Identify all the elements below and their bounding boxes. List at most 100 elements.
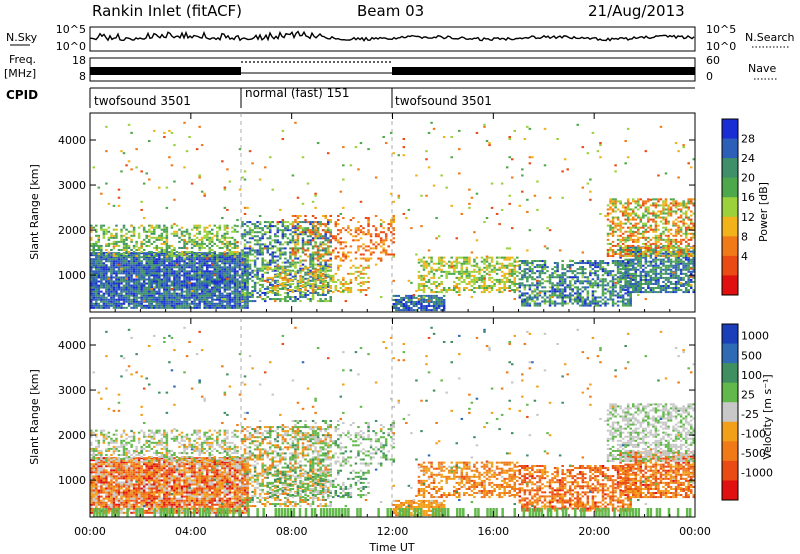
power-cell (631, 287, 635, 290)
power-cell (248, 229, 252, 232)
power-cell (137, 274, 141, 277)
power-cell (218, 246, 222, 249)
power-cell (180, 302, 184, 305)
power-cell (579, 296, 582, 299)
power-cell (687, 270, 690, 273)
power-cell (208, 224, 211, 227)
power-cell (606, 288, 610, 291)
power-cell (384, 239, 388, 242)
power-cell (208, 246, 211, 249)
power-cell (132, 258, 136, 261)
power-cell (286, 289, 290, 292)
power-cell (639, 274, 643, 277)
power-cell (422, 260, 426, 263)
power-cell (223, 270, 227, 273)
power-cell (407, 296, 411, 299)
power-cell (304, 227, 307, 230)
power-cell (629, 300, 632, 303)
power-cell (286, 283, 290, 286)
power-cell (231, 298, 234, 301)
power-cell (223, 268, 227, 271)
power-cell (533, 300, 537, 303)
power-cell (180, 238, 184, 241)
power-cell (541, 266, 544, 269)
power-cell (153, 276, 156, 279)
power-cell (97, 264, 101, 267)
power-cell (158, 298, 161, 301)
power-cell (316, 237, 320, 240)
power-cell (183, 302, 186, 305)
power-cell (574, 274, 577, 277)
power-cell (211, 228, 214, 231)
power-cell (304, 219, 307, 222)
power-cell (253, 239, 257, 242)
power-cell (563, 290, 567, 293)
power-cell (606, 218, 610, 221)
power-cell (226, 260, 229, 263)
power-cell (271, 289, 274, 292)
power-cell (251, 300, 254, 303)
power-cell (188, 290, 191, 293)
power-cell (440, 296, 443, 299)
power-cell (291, 296, 295, 299)
power-cell (420, 296, 423, 299)
power-cell (609, 200, 612, 203)
power-cell (692, 260, 695, 263)
power-cell (652, 250, 655, 253)
power-cell (631, 266, 635, 269)
power-cell (115, 232, 118, 235)
power-cell (392, 302, 395, 306)
power-cell (137, 270, 141, 273)
power-cell (180, 292, 184, 295)
power-cell (432, 280, 436, 283)
power-cell (117, 256, 121, 259)
power-cell (286, 265, 290, 268)
power-cell (178, 253, 181, 256)
power-cell (314, 257, 317, 260)
power-cell (321, 253, 325, 256)
power-cell (150, 298, 153, 301)
power-cell (488, 264, 491, 267)
power-cell (284, 296, 287, 299)
power-cell (480, 256, 484, 259)
power-cell (586, 304, 590, 307)
power-cell (216, 230, 219, 233)
power-cell (342, 278, 345, 281)
power-cell (183, 230, 186, 233)
power-cell (347, 225, 350, 228)
power-cell (425, 266, 428, 269)
power-cell (286, 268, 290, 271)
power-cell (205, 244, 209, 247)
power-cell (221, 253, 224, 256)
power-cell (231, 242, 234, 245)
power-cell (516, 287, 519, 290)
power-cell (294, 261, 297, 264)
power-cell (228, 282, 232, 285)
power-cell (183, 252, 186, 255)
power-cell (281, 278, 285, 281)
power-cell (155, 226, 159, 229)
power-cell (248, 227, 252, 230)
power-cell (158, 264, 161, 267)
power-cell (170, 300, 174, 303)
power-cell (548, 280, 552, 283)
power-cell (135, 302, 138, 305)
power-cell (268, 225, 272, 228)
power-cell (294, 214, 297, 218)
power-cell (523, 274, 527, 277)
power-cell (274, 235, 277, 238)
power-cell (410, 307, 413, 310)
power-cell (137, 256, 141, 259)
power-cell (349, 229, 353, 232)
power-cell (147, 240, 151, 243)
power-cell (140, 288, 143, 291)
power-cell (100, 258, 103, 261)
power-cell (538, 264, 542, 267)
power-cell (183, 282, 186, 285)
power-cell (359, 253, 363, 256)
power-cell (589, 274, 592, 277)
power-cell (339, 257, 343, 260)
power-cell (304, 285, 307, 288)
power-cell (536, 296, 539, 299)
power-cell (624, 276, 627, 279)
